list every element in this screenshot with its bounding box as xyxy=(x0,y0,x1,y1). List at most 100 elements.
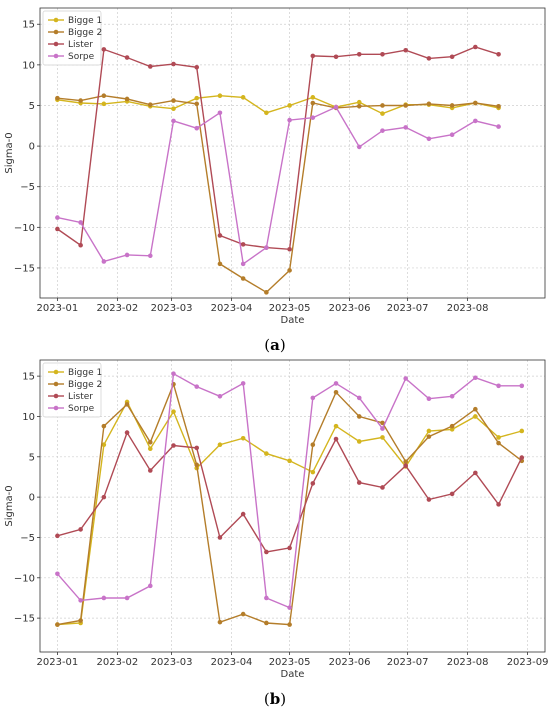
y-tick-label: −15 xyxy=(14,614,35,625)
series-line xyxy=(57,94,499,294)
data-point xyxy=(310,100,316,106)
data-point xyxy=(449,103,455,108)
data-point xyxy=(403,376,408,381)
legend-label: Bigge 1 xyxy=(68,16,102,26)
series-line xyxy=(56,46,499,251)
data-point xyxy=(287,622,292,627)
legend-marker xyxy=(53,393,59,399)
data-point xyxy=(473,44,478,50)
data-point xyxy=(217,619,223,625)
legend: Bigge 1 Bigge 2 Lister Sorpe xyxy=(42,362,102,418)
y-tick-label: 0 xyxy=(29,142,35,153)
data-point xyxy=(171,106,176,112)
data-point xyxy=(101,442,107,447)
series-lister xyxy=(55,430,525,555)
data-point xyxy=(426,56,432,61)
series-bigge-2 xyxy=(55,381,525,627)
data-point xyxy=(147,102,153,107)
data-point xyxy=(449,54,455,60)
x-axis-label: Date xyxy=(281,669,305,680)
data-point xyxy=(101,93,107,99)
data-point xyxy=(194,125,200,131)
data-point xyxy=(101,259,107,264)
data-point xyxy=(101,101,107,107)
plot-frame xyxy=(39,359,546,653)
data-point xyxy=(240,276,246,281)
x-axis-label: Date xyxy=(281,315,305,326)
data-point xyxy=(473,470,478,476)
data-point xyxy=(496,52,501,57)
data-point xyxy=(240,381,246,386)
data-point xyxy=(217,535,223,540)
data-point xyxy=(124,595,130,601)
data-point xyxy=(356,99,362,105)
series-bigge-2 xyxy=(55,93,501,295)
data-point xyxy=(356,144,362,150)
legend-label: Bigge 1 xyxy=(68,368,102,378)
data-point xyxy=(147,439,153,445)
data-point xyxy=(264,620,269,626)
series-sorpe xyxy=(55,371,525,610)
plot-frame xyxy=(39,7,546,299)
data-point xyxy=(147,446,153,452)
data-point xyxy=(473,118,478,124)
data-point xyxy=(496,383,501,389)
data-point xyxy=(287,117,292,123)
data-point xyxy=(310,442,316,447)
data-point xyxy=(264,290,269,295)
y-tick-label: 10 xyxy=(22,60,35,71)
y-tick-label: −15 xyxy=(14,263,35,274)
data-point xyxy=(55,215,60,220)
data-point xyxy=(217,233,223,238)
data-point xyxy=(473,100,478,106)
series-lister xyxy=(55,44,501,252)
data-point xyxy=(380,426,385,431)
x-tick-label: 2023-01 xyxy=(37,303,79,314)
data-point xyxy=(403,47,408,53)
data-point xyxy=(496,103,501,109)
y-tick-label: 5 xyxy=(29,452,35,463)
legend-marker xyxy=(53,29,59,35)
data-point xyxy=(380,111,385,116)
data-point xyxy=(55,622,60,627)
data-point xyxy=(449,132,455,138)
y-tick-label: 15 xyxy=(22,20,35,31)
data-point xyxy=(264,245,269,250)
data-point xyxy=(287,458,292,464)
x-tick-label: 2023-07 xyxy=(387,657,429,668)
data-point xyxy=(55,533,60,539)
data-point xyxy=(449,393,455,399)
data-point xyxy=(333,104,339,110)
data-point xyxy=(426,396,432,402)
x-tick-label: 2023-05 xyxy=(269,303,311,314)
legend-marker xyxy=(53,53,59,59)
data-point xyxy=(240,261,246,267)
y-axis-label: Sigma-0 xyxy=(4,132,15,173)
data-point xyxy=(333,389,339,395)
y-tick-label: −5 xyxy=(20,182,35,193)
data-point xyxy=(217,110,223,116)
chart-panel-a: −15 −10 −5 0 5 10 15 2023-01 2023-02 2023-03 2023-… xyxy=(4,7,546,326)
data-point xyxy=(403,459,408,464)
legend-marker xyxy=(53,369,59,375)
legend-label: Lister xyxy=(68,40,93,50)
data-point xyxy=(171,61,176,67)
y-tick-label: 0 xyxy=(29,493,35,504)
y-tick-label: 5 xyxy=(29,101,35,112)
data-point xyxy=(310,469,316,475)
data-point xyxy=(124,252,130,258)
x-tick-label: 2023-05 xyxy=(269,657,311,668)
caption-a: (a) xyxy=(264,336,285,354)
legend-box xyxy=(42,10,102,66)
x-tick-label: 2023-08 xyxy=(447,657,489,668)
data-point xyxy=(356,480,362,485)
data-point xyxy=(101,494,107,500)
legend-label: Bigge 2 xyxy=(68,28,102,38)
data-point xyxy=(78,618,83,623)
data-point xyxy=(217,393,223,399)
data-point xyxy=(496,124,501,129)
data-point xyxy=(333,381,339,386)
data-point xyxy=(78,598,83,603)
data-point xyxy=(380,103,385,108)
